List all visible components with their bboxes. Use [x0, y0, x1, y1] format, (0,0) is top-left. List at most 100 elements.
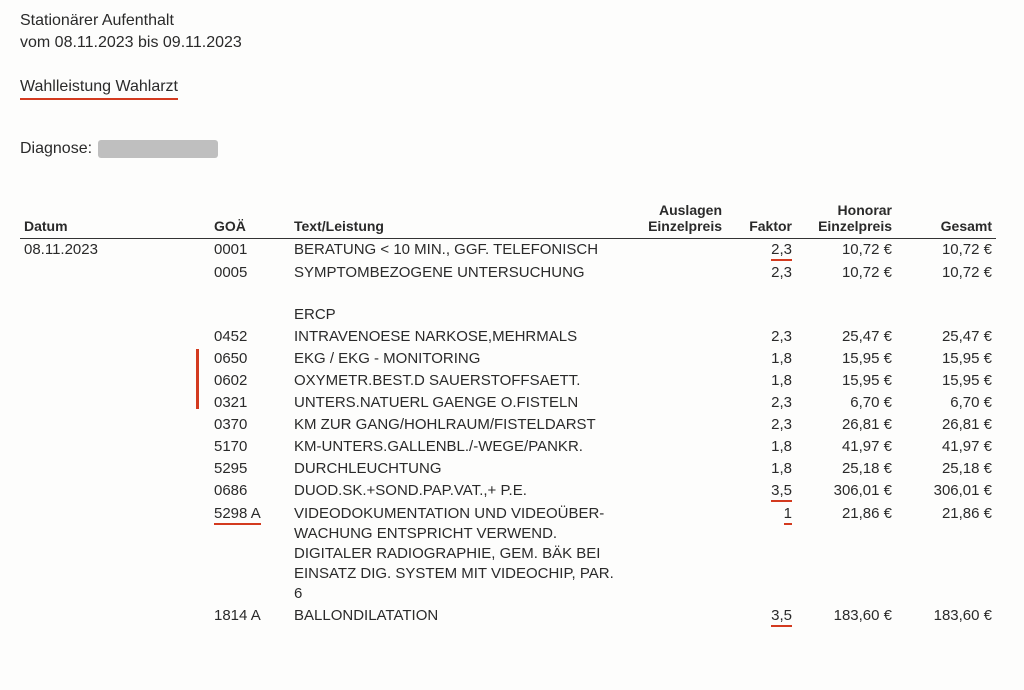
cell-faktor-underlined: 3,5	[771, 608, 792, 627]
cell-honorar: 21,86 €	[796, 503, 896, 605]
cell-gesamt: 306,01 €	[896, 480, 996, 503]
cell-faktor: 2,3	[726, 392, 796, 414]
cell-text: DUOD.SK.+SOND.PAP.VAT.,+ P.E.	[290, 480, 626, 503]
cell-goa: 5298 A	[210, 503, 290, 605]
table-row: 0452INTRAVENOESE NARKOSE,MEHRMALS2,325,4…	[20, 326, 996, 348]
table-row: 5170KM-UNTERS.GALLENBL./-WEGE/PANKR.1,84…	[20, 436, 996, 458]
cell-goa: 0321	[210, 392, 290, 414]
cell-auslage	[626, 392, 726, 414]
cell-faktor-underlined: 3,5	[771, 483, 792, 502]
cell-honorar: 10,72 €	[796, 262, 896, 284]
table-row: 0321UNTERS.NATUERL GAENGE O.FISTELN 2,36,…	[20, 392, 996, 414]
table-row: 0370KM ZUR GANG/HOHLRAUM/FISTELDARST2,32…	[20, 414, 996, 436]
cell-auslage	[626, 370, 726, 392]
cell-goa: 5170	[210, 436, 290, 458]
cell-goa: 1814 A	[210, 605, 290, 628]
cell-faktor-underlined: 1	[784, 506, 792, 525]
cell-goa-underlined: 5298 A	[214, 506, 261, 525]
col-datum: Datum	[20, 200, 210, 239]
table-row: ERCP	[20, 304, 996, 326]
cell-goa: 0005	[210, 262, 290, 284]
cell-faktor: 3,5	[726, 480, 796, 503]
table-row: 0602OXYMETR.BEST.D SAUERSTOFFSAETT.1,815…	[20, 370, 996, 392]
cell-honorar: 306,01 €	[796, 480, 896, 503]
cell-text: INTRAVENOESE NARKOSE,MEHRMALS	[290, 326, 626, 348]
cell-datum	[20, 370, 210, 392]
cell-auslage	[626, 304, 726, 326]
cell-faktor: 2,3	[726, 262, 796, 284]
cell-datum	[20, 326, 210, 348]
cell-auslage	[626, 326, 726, 348]
cell-faktor: 1	[726, 503, 796, 605]
col-text: Text/Leistung	[290, 200, 626, 239]
col-gesamt: Gesamt	[896, 200, 996, 239]
cell-gesamt: 15,95 €	[896, 370, 996, 392]
header-line2: vom 08.11.2023 bis 09.11.2023	[20, 32, 996, 54]
cell-honorar: 15,95 €	[796, 348, 896, 370]
col-faktor: Faktor	[726, 200, 796, 239]
cell-faktor: 1,8	[726, 370, 796, 392]
table-row: 1814 ABALLONDILATATION3,5183,60 €183,60 …	[20, 605, 996, 628]
cell-text: UNTERS.NATUERL GAENGE O.FISTELN	[290, 392, 626, 414]
cell-honorar: 41,97 €	[796, 436, 896, 458]
cell-faktor: 3,5	[726, 605, 796, 628]
cell-datum	[20, 436, 210, 458]
cell-auslage	[626, 262, 726, 284]
cell-auslage	[626, 414, 726, 436]
cell-honorar	[796, 304, 896, 326]
col-goa: GOÄ	[210, 200, 290, 239]
cell-text: EKG / EKG - MONITORING	[290, 348, 626, 370]
cell-honorar: 15,95 €	[796, 370, 896, 392]
cell-faktor: 2,3	[726, 326, 796, 348]
cell-auslage	[626, 503, 726, 605]
cell-honorar: 25,47 €	[796, 326, 896, 348]
diagnose-row: Diagnose:	[20, 140, 996, 158]
table-row	[20, 284, 996, 304]
cell-text: KM ZUR GANG/HOHLRAUM/FISTELDARST	[290, 414, 626, 436]
cell-gesamt: 25,18 €	[896, 458, 996, 480]
table-row: 0650EKG / EKG - MONITORING1,815,95 €15,9…	[20, 348, 996, 370]
redaction-block	[98, 140, 218, 158]
cell-honorar: 10,72 €	[796, 239, 896, 263]
cell-auslage	[626, 348, 726, 370]
col-auslage: Auslagen Einzelpreis	[626, 200, 726, 239]
cell-gesamt	[896, 304, 996, 326]
cell-datum	[20, 503, 210, 605]
cell-gesamt: 183,60 €	[896, 605, 996, 628]
table-row: 0686DUOD.SK.+SOND.PAP.VAT.,+ P.E.3,5306,…	[20, 480, 996, 503]
cell-honorar: 26,81 €	[796, 414, 896, 436]
cell-text: OXYMETR.BEST.D SAUERSTOFFSAETT.	[290, 370, 626, 392]
cell-auslage	[626, 605, 726, 628]
cell-datum	[20, 605, 210, 628]
cell-auslage	[626, 458, 726, 480]
red-vertical-bar	[196, 349, 199, 409]
cell-honorar: 6,70 €	[796, 392, 896, 414]
cell-goa: 0686	[210, 480, 290, 503]
cell-text: BALLONDILATATION	[290, 605, 626, 628]
cell-gesamt: 10,72 €	[896, 239, 996, 263]
diagnose-label: Diagnose:	[20, 140, 92, 158]
cell-datum	[20, 458, 210, 480]
cell-text: KM-UNTERS.GALLENBL./-WEGE/PANKR.	[290, 436, 626, 458]
cell-text: ERCP	[290, 304, 626, 326]
table-row: 5295DURCHLEUCHTUNG1,825,18 €25,18 €	[20, 458, 996, 480]
table-row: 5298 A VIDEODOKUMENTATION UND VIDEOÜBER-W…	[20, 503, 996, 605]
section-title: Wahlleistung Wahlarzt	[20, 78, 178, 100]
cell-faktor	[726, 304, 796, 326]
invoice-page: Stationärer Aufenthalt vom 08.11.2023 bi…	[0, 0, 1024, 628]
cell-auslage	[626, 436, 726, 458]
cell-gesamt: 15,95 €	[896, 348, 996, 370]
cell-gesamt: 10,72 €	[896, 262, 996, 284]
cell-faktor: 2,3	[726, 414, 796, 436]
cell-goa: 5295	[210, 458, 290, 480]
cell-auslage	[626, 239, 726, 263]
cell-text: DURCHLEUCHTUNG	[290, 458, 626, 480]
invoice-table: Datum GOÄ Text/Leistung Auslagen Einzelp…	[20, 200, 996, 628]
cell-datum	[20, 348, 210, 370]
table-row: 08.11.20230001BERATUNG < 10 MIN., GGF. T…	[20, 239, 996, 263]
cell-gesamt: 41,97 €	[896, 436, 996, 458]
cell-gesamt: 21,86 €	[896, 503, 996, 605]
cell-goa: 0650	[210, 348, 290, 370]
cell-text: VIDEODOKUMENTATION UND VIDEOÜBER-WACHUNG…	[290, 503, 626, 605]
header-line1: Stationärer Aufenthalt	[20, 10, 996, 32]
